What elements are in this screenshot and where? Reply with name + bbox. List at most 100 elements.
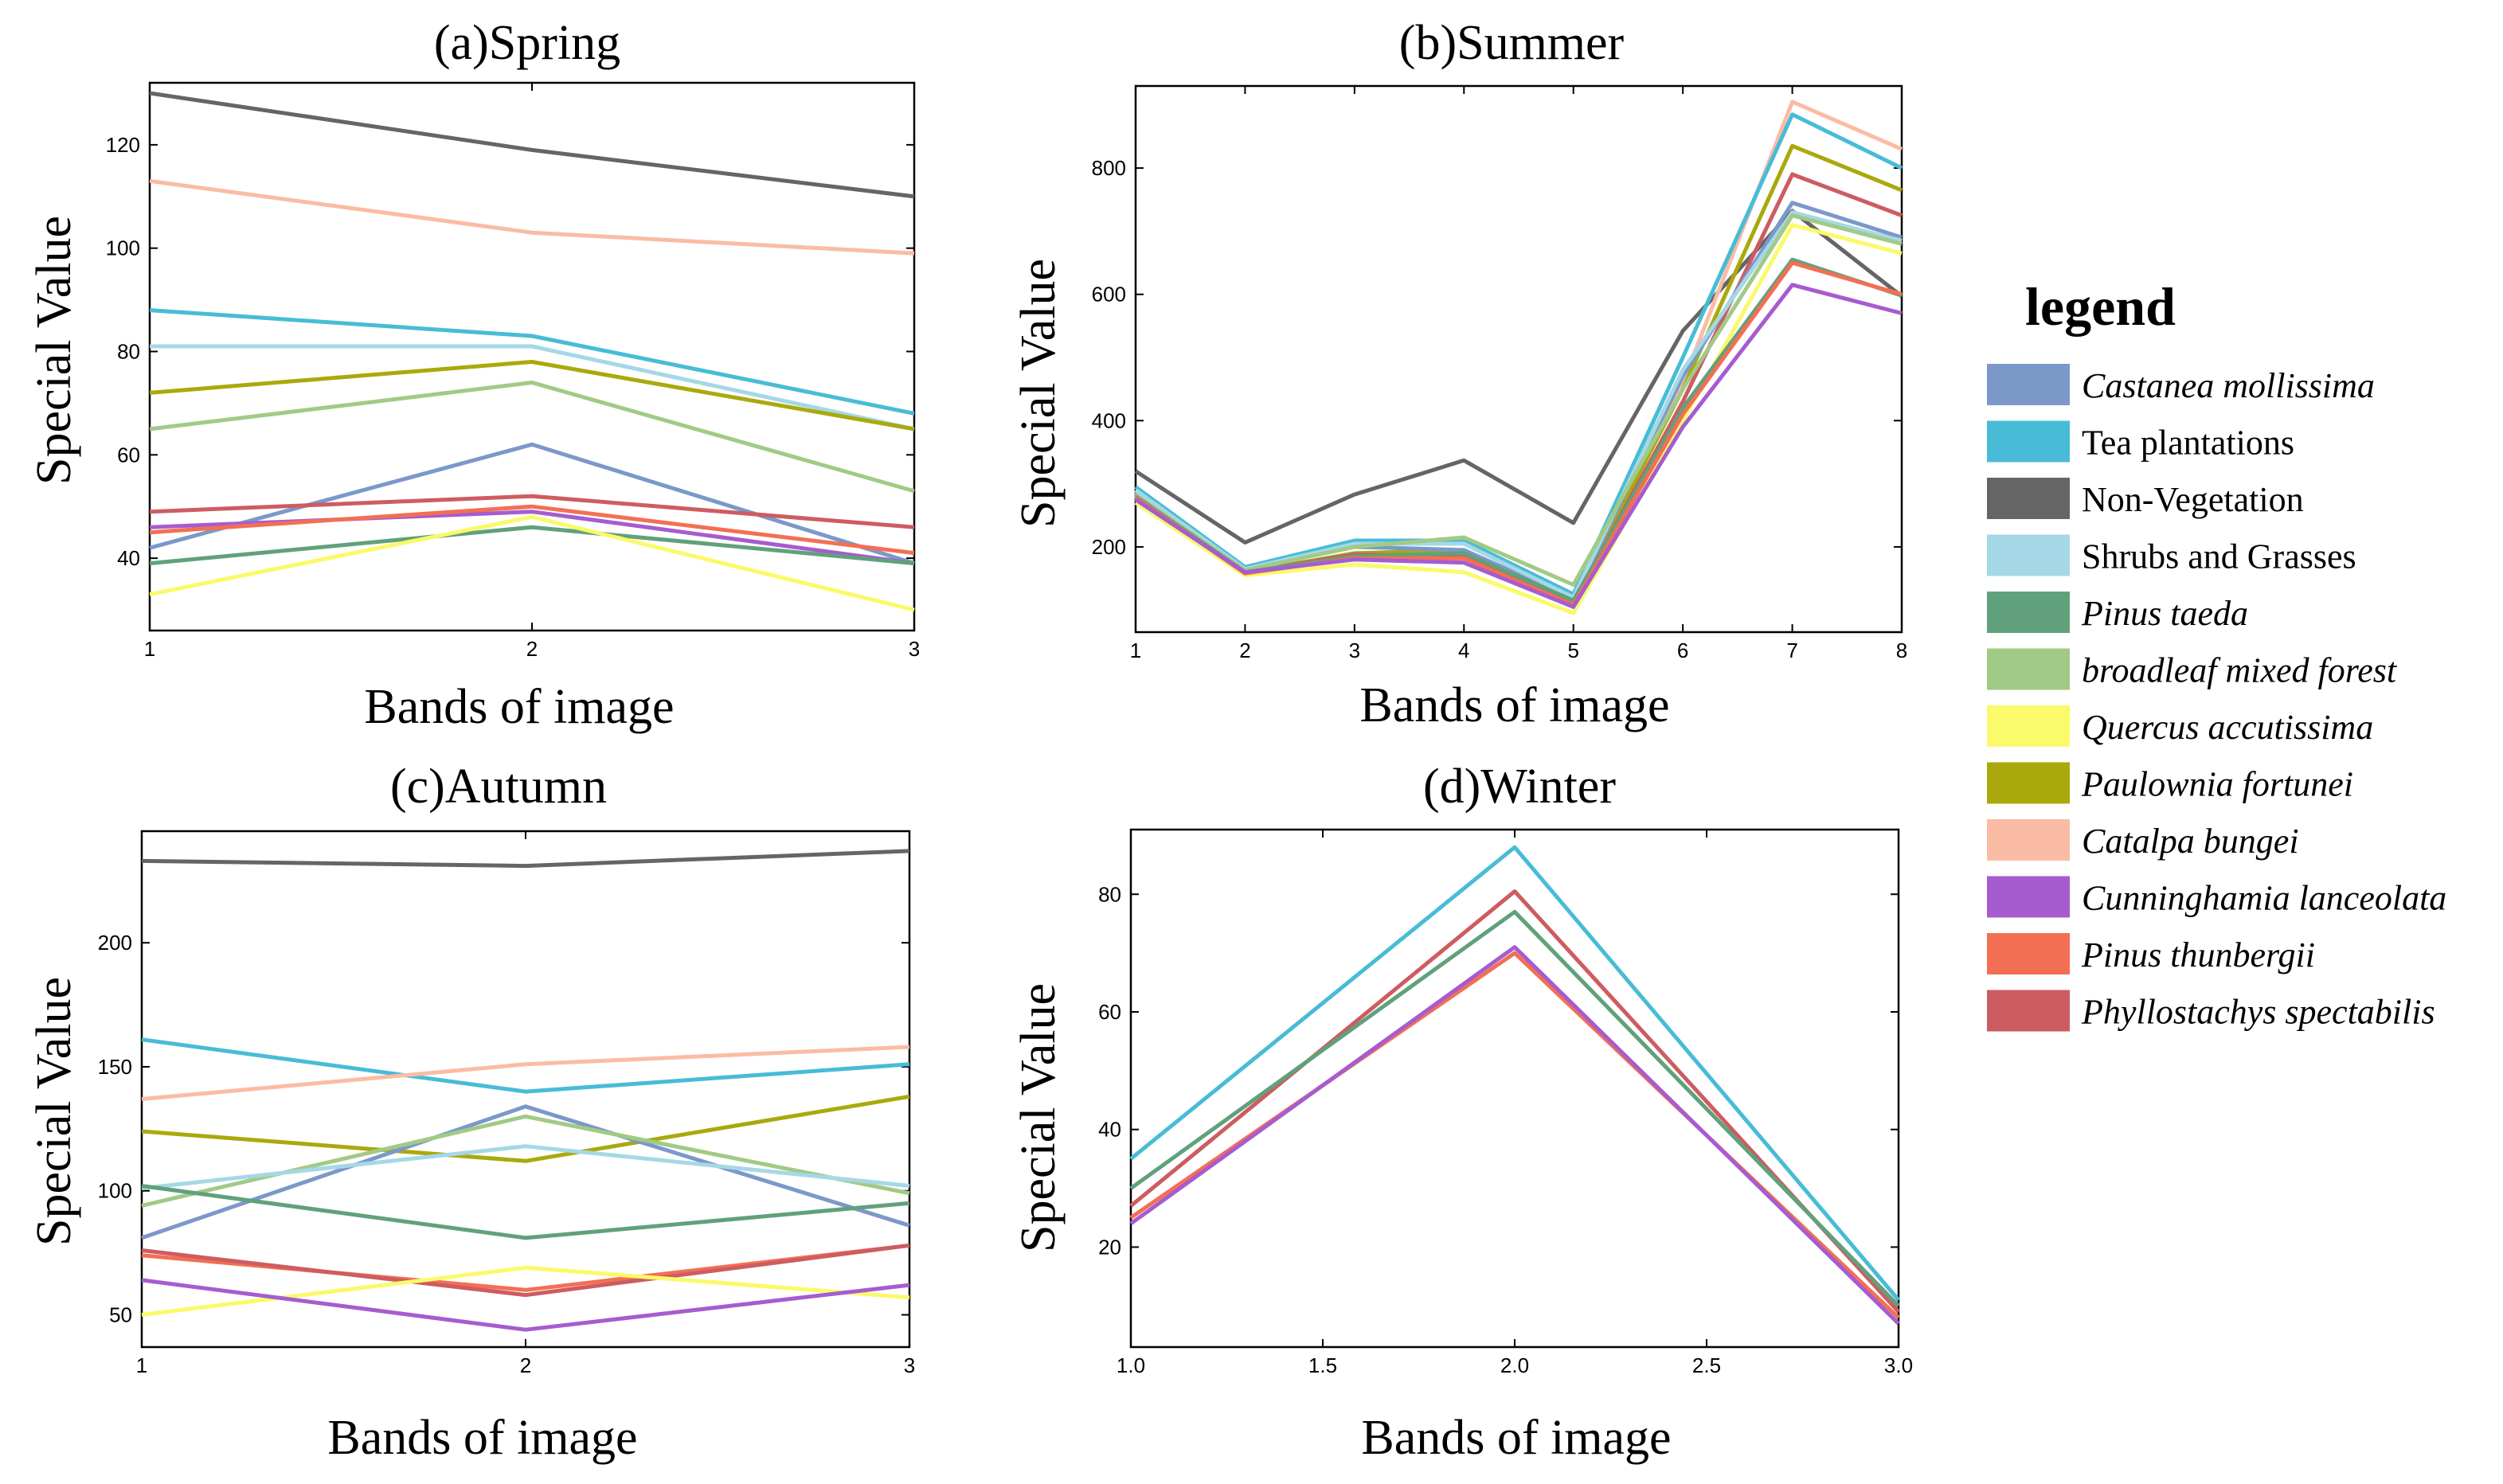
series-line-tea-plantations: [1129, 845, 1900, 1302]
x-tick-label: 2: [526, 637, 538, 661]
legend-swatch-shrubs-and-grasses: [1987, 534, 2070, 576]
y-axis-label: Special Value: [27, 977, 81, 1246]
y-tick-label: 60: [1098, 1000, 1121, 1024]
legend-swatch-paulownia-fortunei: [1987, 762, 2070, 804]
legend-swatch-tea-plantations: [1987, 420, 2070, 463]
x-tick-label: 2.0: [1500, 1353, 1529, 1377]
x-tick-label: 1.5: [1308, 1353, 1337, 1377]
x-tick-label: 6: [1677, 639, 1688, 662]
chart-title: (a)Spring: [434, 16, 620, 70]
series-line-pinus-taeda: [1134, 257, 1903, 603]
y-tick-label: 50: [109, 1303, 132, 1327]
legend-label-catalpa-bungei: Catalpa bungei: [2082, 822, 2299, 861]
x-tick-label: 3: [909, 637, 920, 661]
series-line-tea-plantations: [149, 308, 915, 416]
chart-title: (c)Autumn: [390, 760, 607, 814]
legend-label-cunninghamia-lanceolata: Cunninghamia lanceolata: [2082, 879, 2446, 918]
y-tick-label: 20: [1098, 1235, 1121, 1259]
y-tick-label: 400: [1092, 408, 1126, 432]
x-tick-label: 4: [1458, 639, 1469, 662]
x-axis-label: Bands of image: [364, 680, 674, 734]
legend-swatch-phyllostachys-spectabilis: [1987, 990, 2070, 1032]
y-tick-label: 40: [117, 546, 140, 570]
y-tick-label: 80: [1098, 882, 1121, 906]
series-line-quercus-accutissima: [141, 1265, 910, 1317]
y-tick-label: 100: [98, 1179, 132, 1203]
x-axis-label: Bands of image: [327, 1411, 637, 1465]
series-line-pinus-thunbergii: [1129, 951, 1900, 1319]
x-tick-label: 3: [904, 1353, 915, 1377]
series-line-pinus-thunbergii: [1134, 260, 1903, 607]
legend-swatch-non-vegetation: [1987, 478, 2070, 519]
y-tick-label: 100: [106, 236, 140, 260]
series-line-shrubs-and-grasses: [141, 1144, 910, 1191]
x-tick-label: 2: [520, 1353, 531, 1377]
legend-swatch-pinus-thunbergii: [1987, 933, 2070, 974]
y-axis-label: Special Value: [1011, 259, 1066, 528]
series-line-broadleaf-mixed-forest: [149, 381, 915, 494]
x-tick-label: 2.5: [1692, 1353, 1721, 1377]
y-tick-label: 80: [117, 340, 140, 364]
legend-label-quercus-accutissima: Quercus accutissima: [2082, 708, 2373, 747]
series-line-castanea-mollissima: [141, 1104, 910, 1240]
series-line-phyllostachys-spectabilis: [1129, 889, 1900, 1314]
y-tick-label: 120: [106, 133, 140, 157]
x-tick-label: 7: [1786, 639, 1797, 662]
series-line-non-vegetation: [141, 849, 910, 869]
legend-title: legend: [2025, 276, 2176, 337]
series-line-broadleaf-mixed-forest: [1134, 213, 1903, 587]
series-line-cunninghamia-lanceolata: [1134, 283, 1903, 609]
series-line-phyllostachys-spectabilis: [149, 494, 915, 529]
series-line-pinus-taeda: [149, 525, 915, 566]
legend-label-phyllostachys-spectabilis: Phyllostachys spectabilis: [2081, 993, 2435, 1032]
series-line-castanea-mollissima: [149, 442, 915, 565]
x-tick-label: 1: [1130, 639, 1141, 662]
x-tick-label: 1: [136, 1353, 147, 1377]
y-axis-label: Special Value: [1011, 983, 1066, 1252]
legend-swatch-broadleaf-mixed-forest: [1987, 648, 2070, 690]
chart-panel-summer: (b)Summer Special Value Bands of image 2…: [1011, 16, 1907, 732]
series-line-pinus-thunbergii: [149, 504, 915, 556]
legend-label-tea-plantations: Tea plantations: [2082, 424, 2294, 463]
x-tick-label: 8: [1896, 639, 1907, 662]
series-line-phyllostachys-spectabilis: [141, 1243, 910, 1298]
chart-title: (d)Winter: [1423, 760, 1616, 814]
y-tick-label: 60: [117, 443, 140, 467]
x-axis-label: Bands of image: [1359, 678, 1669, 732]
legend-swatch-castanea-mollissima: [1987, 364, 2070, 405]
chart-panel-winter: (d)Winter Special Value Bands of image 2…: [1011, 760, 1913, 1465]
chart-title: (b)Summer: [1399, 16, 1625, 70]
legend-label-paulownia-fortunei: Paulownia fortunei: [2081, 765, 2353, 804]
y-tick-label: 200: [98, 931, 132, 955]
y-tick-label: 200: [1092, 535, 1126, 559]
legend-label-shrubs-and-grasses: Shrubs and Grasses: [2082, 537, 2356, 576]
legend-label-castanea-mollissima: Castanea mollissima: [2082, 366, 2375, 405]
x-tick-label: 1: [144, 637, 155, 661]
legend-label-pinus-thunbergii: Pinus thunbergii: [2081, 935, 2315, 974]
series-line-catalpa-bungei: [141, 1045, 910, 1101]
legend-swatch-pinus-taeda: [1987, 592, 2070, 633]
y-tick-label: 600: [1092, 283, 1126, 307]
legend-swatch-cunninghamia-lanceolata: [1987, 876, 2070, 918]
x-tick-label: 1.0: [1117, 1353, 1145, 1377]
legend: legend Castanea mollissima Tea plantation…: [1987, 276, 2446, 1032]
y-tick-label: 800: [1092, 156, 1126, 180]
y-axis-label: Special Value: [27, 216, 81, 485]
x-axis-label: Bands of image: [1361, 1411, 1671, 1465]
series-line-tea-plantations: [1134, 112, 1903, 596]
legend-label-non-vegetation: Non-Vegetation: [2082, 480, 2304, 519]
series-line-pinus-taeda: [1129, 909, 1900, 1308]
series-line-quercus-accutissima: [149, 514, 915, 612]
chart-panel-spring: (a)Spring Special Value Bands of image 4…: [27, 16, 920, 734]
chart-panel-autumn: (c)Autumn Special Value Bands of image 5…: [27, 760, 915, 1465]
legend-label-pinus-taeda: Pinus taeda: [2081, 594, 2248, 633]
series-line-paulownia-fortunei: [149, 360, 915, 432]
series-line-cunninghamia-lanceolata: [1129, 945, 1900, 1326]
legend-swatch-quercus-accutissima: [1987, 705, 2070, 747]
series-line-tea-plantations: [141, 1037, 910, 1094]
series-line-catalpa-bungei: [149, 178, 915, 256]
x-tick-label: 3: [1349, 639, 1360, 662]
y-tick-label: 40: [1098, 1118, 1121, 1142]
legend-label-broadleaf-mixed-forest: broadleaf mixed forest: [2082, 651, 2398, 690]
